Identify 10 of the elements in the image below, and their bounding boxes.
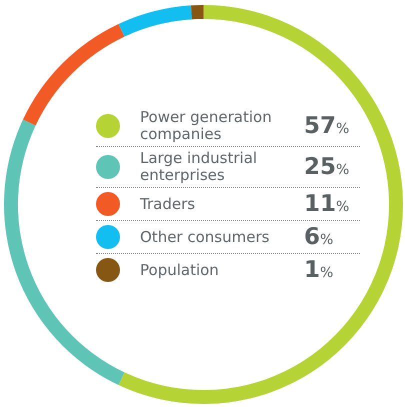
legend-label: Large industrial enterprises (140, 149, 258, 184)
legend-label: Population (140, 260, 220, 278)
legend-label: Traders (140, 194, 196, 212)
data-label: 6% (304, 224, 334, 250)
legend-label: Power generation companies (140, 108, 273, 143)
data-label: 1% (304, 257, 334, 283)
data-label: 25% (304, 154, 350, 180)
data-label: 57% (304, 113, 350, 139)
legend-label: Other consumers (140, 228, 270, 246)
data-label: 11% (304, 191, 350, 217)
